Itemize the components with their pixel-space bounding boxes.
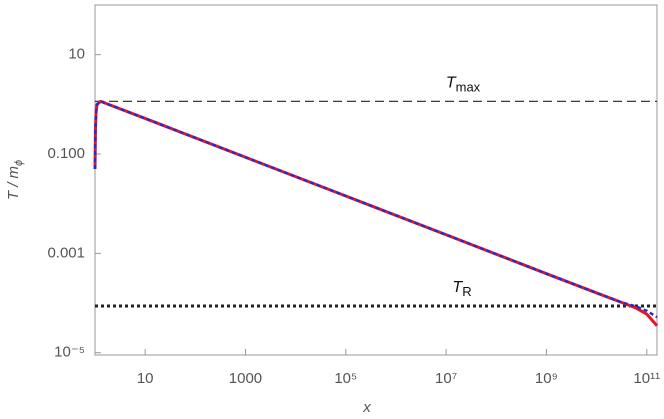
x-tick-label: 10⁷ bbox=[435, 370, 457, 387]
x-tick-label: 10¹¹ bbox=[633, 370, 660, 387]
x-axis-label: x bbox=[362, 399, 371, 416]
y-tick-label: 10⁻⁵ bbox=[54, 344, 85, 361]
reference-label-main: T bbox=[446, 75, 457, 92]
reference-label-sub: max bbox=[456, 80, 481, 95]
reference-label-main: T bbox=[452, 279, 463, 296]
x-tick-label: 10 bbox=[137, 370, 154, 387]
y-tick-label: 10 bbox=[68, 46, 85, 63]
line-series bbox=[93, 99, 659, 327]
y-axis-label: T / mϕ bbox=[5, 160, 25, 200]
plot-frame bbox=[94, 4, 658, 356]
reference-label: TR bbox=[452, 279, 471, 299]
y-tick-label: 0.001 bbox=[47, 244, 85, 261]
x-tick-label: 1000 bbox=[229, 370, 262, 387]
x-tick-label: 10⁵ bbox=[334, 370, 357, 387]
y-tick-label: 0.100 bbox=[47, 145, 85, 162]
y-label-main: T / m bbox=[5, 166, 22, 200]
reference-label-sub: R bbox=[462, 284, 471, 299]
y-label-sub: ϕ bbox=[13, 160, 25, 166]
reference-label: Tmax bbox=[446, 75, 481, 95]
x-tick-label: 10⁹ bbox=[535, 370, 558, 387]
